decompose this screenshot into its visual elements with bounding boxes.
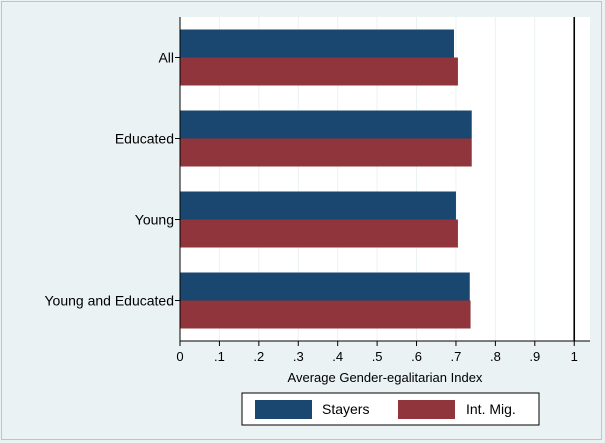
y-category-label: Educated <box>115 131 174 147</box>
bar-int-mig-4 <box>180 300 471 329</box>
y-category-label: All <box>158 50 174 66</box>
y-category-label: Young <box>135 212 174 228</box>
legend-swatch-stayers <box>255 400 312 419</box>
x-tick-label: .6 <box>411 349 422 364</box>
x-axis-title: Average Gender-egalitarian Index <box>288 370 483 385</box>
x-tick-label: .9 <box>529 349 540 364</box>
x-tick-label: .7 <box>451 349 462 364</box>
bar-stayers-1 <box>180 29 454 58</box>
legend-swatch-int-mig <box>398 400 455 419</box>
bar-stayers-2 <box>180 110 472 139</box>
bars <box>180 29 472 329</box>
bar-int-mig-2 <box>180 138 472 167</box>
x-tick-label: .8 <box>490 349 501 364</box>
x-tick-label: .4 <box>332 349 343 364</box>
bar-int-mig-3 <box>180 219 458 248</box>
x-tick-label: .1 <box>214 349 225 364</box>
bar-int-mig-1 <box>180 57 458 86</box>
bar-stayers-3 <box>180 191 456 220</box>
y-category-label: Young and Educated <box>45 293 175 309</box>
legend: Stayers Int. Mig. <box>241 392 540 426</box>
legend-label-int-mig: Int. Mig. <box>466 401 516 417</box>
legend-label-stayers: Stayers <box>322 401 369 417</box>
x-tick-label: 0 <box>176 349 183 364</box>
x-tick-label: 1 <box>571 349 578 364</box>
bar-stayers-4 <box>180 272 470 301</box>
x-tick-label: .3 <box>293 349 304 364</box>
x-tick-label: .2 <box>253 349 264 364</box>
y-axis-categories: All Educated Young Young and Educated <box>45 50 180 309</box>
x-axis-ticks: 0 .1 .2 .3 .4 .5 .6 .7 .8 .9 1 <box>176 341 578 364</box>
x-tick-label: .5 <box>372 349 383 364</box>
